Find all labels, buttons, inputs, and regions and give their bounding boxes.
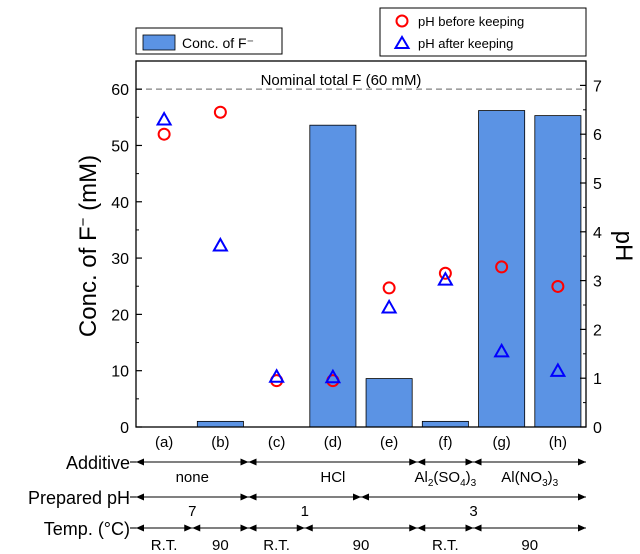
category-label: (b) — [211, 434, 229, 451]
additive-row-value: Al2(SO4)3 — [415, 469, 477, 489]
point-after — [380, 298, 398, 314]
category-label: (c) — [268, 434, 286, 451]
legend-bar-label: Conc. of F⁻ — [182, 35, 254, 51]
legend-before-label: pH before keeping — [418, 14, 524, 29]
additive-row-value: none — [176, 469, 209, 486]
y-right-tick-label: 1 — [593, 371, 602, 388]
point-before — [551, 279, 565, 293]
plot-area: Nominal total F (60 mM) 0 10 20 30 40 50 60 0 1 2 3… — [111, 60, 602, 451]
category-label: (g) — [492, 434, 510, 451]
legend-bar: Conc. of F⁻ — [135, 27, 283, 55]
y-right-tick-label: 0 — [593, 420, 602, 437]
point-before — [157, 127, 171, 141]
category-label: (a) — [155, 434, 173, 451]
temp-row-value: 90 — [212, 537, 229, 554]
category-label: (h) — [549, 434, 567, 451]
prepared-ph-row-label: Prepared pH — [28, 488, 130, 508]
category-label: (e) — [380, 434, 398, 451]
temp-row-value: R.T. — [432, 537, 459, 554]
legend-ph: pH before keeping pH after keeping — [379, 7, 587, 57]
prepared-ph-row: Prepared pH 7 1 3 — [28, 488, 586, 520]
bar — [365, 378, 413, 428]
y-left-tick-label: 30 — [111, 251, 129, 268]
bar — [421, 420, 469, 428]
category-label: (d) — [324, 434, 342, 451]
y-left-tick-label: 10 — [111, 364, 129, 381]
y-right-tick-label: 2 — [593, 322, 602, 339]
point-after — [324, 368, 342, 384]
y-right-tick-label: 3 — [593, 274, 602, 291]
plot-frame — [135, 60, 587, 428]
bar — [309, 124, 357, 428]
temp-row: Temp. (°C) R.T. 90 R.T. 90 R.T. 90 — [44, 519, 586, 554]
point-after — [155, 111, 173, 126]
y-axis-right-label: pH — [610, 231, 637, 262]
additive-row-value: HCl — [320, 469, 345, 486]
temp-row-label: Temp. (°C) — [44, 519, 130, 539]
legend-after-label: pH after keeping — [418, 36, 513, 51]
point-after — [549, 362, 567, 377]
temp-row-value: 90 — [353, 537, 370, 554]
additive-row-label: Additive — [66, 453, 130, 473]
temp-row-value: R.T. — [151, 537, 178, 554]
y-left-tick-label: 0 — [120, 420, 129, 437]
bar — [478, 110, 526, 428]
prepared-ph-row-value: 3 — [469, 503, 477, 520]
bar — [534, 115, 582, 428]
reference-line-label: Nominal total F (60 mM) — [261, 72, 422, 89]
prepared-ph-row-value: 1 — [301, 503, 309, 520]
additive-row-value: Al(NO3)3 — [501, 469, 558, 489]
y-right-tick-label: 7 — [593, 78, 602, 95]
point-after — [493, 342, 510, 358]
category-label: (f) — [438, 434, 452, 451]
point-after — [212, 236, 229, 252]
point-before — [213, 105, 227, 119]
y-left-tick-label: 50 — [111, 138, 129, 155]
point-before — [438, 266, 452, 280]
y-axis-left-label: Conc. of F− (mM) — [75, 155, 103, 337]
legend-bar-swatch — [142, 34, 176, 51]
y-left-tick-label: 40 — [111, 195, 129, 212]
point-before — [382, 281, 396, 295]
temp-row-value: R.T. — [263, 537, 290, 554]
point-before — [495, 260, 509, 274]
additive-row: Additive none HCl Al2(SO4)3 Al(NO3)3 — [66, 453, 586, 489]
point-after — [268, 368, 285, 383]
bar — [196, 420, 244, 428]
y-left-tick-label: 20 — [111, 307, 129, 324]
y-left-tick-label: 60 — [111, 82, 129, 99]
y-right-tick-label: 6 — [593, 127, 602, 144]
legend-before-marker — [395, 14, 409, 28]
temp-row-value: 90 — [521, 537, 538, 554]
legend-after-marker — [393, 35, 411, 49]
point-after — [437, 271, 454, 286]
y-right-tick-label: 4 — [593, 225, 602, 242]
prepared-ph-row-value: 7 — [188, 503, 196, 520]
y-right-tick-label: 5 — [593, 176, 602, 193]
